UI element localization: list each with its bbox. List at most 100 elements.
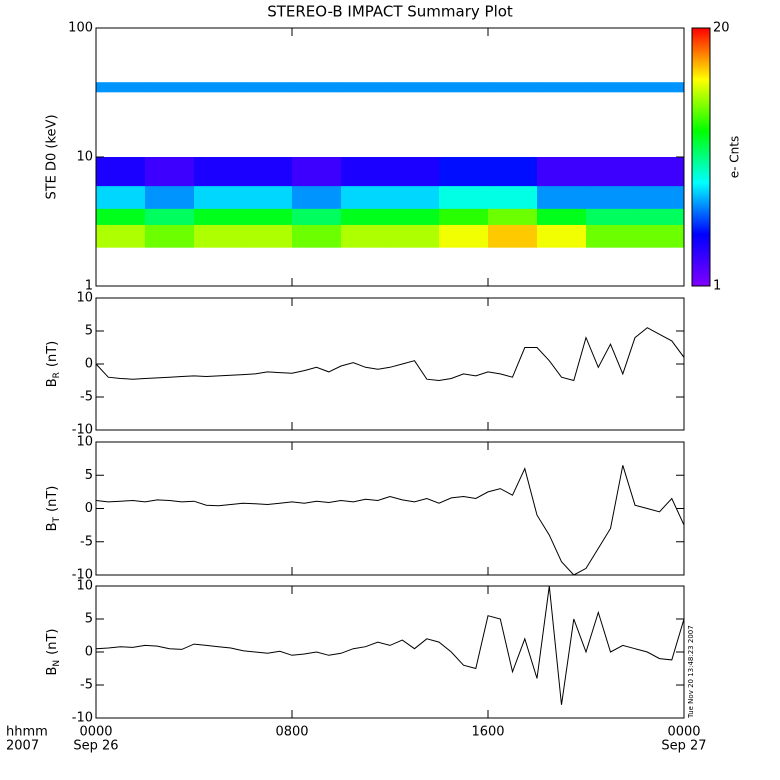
y-tick-label: 5 bbox=[85, 612, 93, 627]
y-axis-label-main: B bbox=[45, 667, 60, 676]
heatmap-cell bbox=[586, 185, 636, 209]
y-tick-label: -10 bbox=[72, 711, 93, 726]
y-tick-label: -10 bbox=[72, 423, 93, 438]
x-tick-date: Sep 27 bbox=[661, 739, 706, 754]
x-tick-date: Sep 26 bbox=[73, 739, 118, 754]
y-axis-label: BN (nT) bbox=[45, 629, 62, 676]
heatmap-cell bbox=[292, 224, 342, 248]
heatmap-cell bbox=[96, 157, 146, 187]
y-axis-label: BR (nT) bbox=[45, 341, 62, 388]
heatmap-cell bbox=[341, 82, 391, 93]
y-axis-label-main: B bbox=[45, 378, 60, 387]
y-tick-label: 0 bbox=[85, 501, 93, 516]
heatmap-cell bbox=[439, 185, 489, 209]
heatmap-cell bbox=[488, 157, 538, 187]
heatmap-cell bbox=[488, 224, 538, 248]
y-axis-label: STE D0 (keV) bbox=[45, 114, 60, 199]
panel-frame bbox=[95, 585, 685, 719]
heatmap-cell bbox=[390, 82, 440, 93]
heatmap-cell bbox=[292, 157, 342, 187]
heatmap-cell bbox=[439, 208, 489, 225]
heatmap-cell bbox=[194, 224, 244, 248]
y-tick-label: -5 bbox=[80, 390, 93, 405]
heatmap-cell bbox=[488, 82, 538, 93]
heatmap-cell bbox=[586, 82, 636, 93]
heatmap-cell bbox=[635, 208, 685, 225]
x-tick-label: 0800 bbox=[275, 725, 308, 740]
y-axis-label-unit: (nT) bbox=[45, 486, 60, 512]
heatmap-cell bbox=[537, 157, 587, 187]
heatmap-cell bbox=[439, 82, 489, 93]
heatmap-cell bbox=[145, 157, 195, 187]
heatmap-cell bbox=[145, 224, 195, 248]
heatmap-cell bbox=[292, 208, 342, 225]
y-axis-label: BT (nT) bbox=[45, 486, 62, 532]
heatmap-cell bbox=[145, 185, 195, 209]
y-axis-label-main: B bbox=[45, 522, 60, 531]
timestamp: Tue Nov 20 13:48:23 2007 bbox=[687, 625, 695, 719]
heatmap-cell bbox=[96, 185, 146, 209]
heatmap-cell bbox=[194, 208, 244, 225]
heatmap-cell bbox=[488, 185, 538, 209]
heatmap-cell bbox=[96, 82, 146, 93]
x-tick-label: 1600 bbox=[471, 725, 504, 740]
heatmap-cell bbox=[194, 185, 244, 209]
heatmap-cell bbox=[341, 185, 391, 209]
y-axis-label-sub: R bbox=[52, 372, 62, 378]
y-tick-label: 0 bbox=[85, 645, 93, 660]
line bbox=[96, 327, 684, 382]
heatmap-cell bbox=[243, 208, 293, 225]
heatmap-cell bbox=[341, 224, 391, 248]
x-tick-label: 0000 bbox=[79, 725, 112, 740]
heatmap-cell bbox=[243, 185, 293, 209]
y-axis-label-sub: T bbox=[52, 516, 62, 523]
heatmap-cell bbox=[390, 157, 440, 187]
heatmap-cell bbox=[586, 208, 636, 225]
y-tick-label: 10 bbox=[76, 150, 93, 165]
chart-title: STEREO-B IMPACT Summary Plot bbox=[267, 3, 513, 21]
x-tick-label: 0000 bbox=[667, 725, 700, 740]
heatmap-cell bbox=[145, 82, 195, 93]
y-tick-label: -5 bbox=[80, 678, 93, 693]
colorbar-tick-label: 1 bbox=[713, 279, 721, 294]
heatmap-cell bbox=[292, 185, 342, 209]
y-tick-label: 1 bbox=[85, 279, 93, 294]
y-tick-label: 10 bbox=[76, 435, 93, 450]
heatmap-cell bbox=[586, 157, 636, 187]
heatmap-cell bbox=[488, 208, 538, 225]
heatmap-cell bbox=[537, 82, 587, 93]
colorbar bbox=[691, 27, 711, 287]
y-axis-label-sub: N bbox=[52, 660, 62, 667]
y-tick-label: -10 bbox=[72, 568, 93, 583]
heatmap-cell bbox=[341, 208, 391, 225]
panel-frame bbox=[95, 297, 685, 431]
heatmap-cell bbox=[145, 208, 195, 225]
heatmap-cell bbox=[537, 224, 587, 248]
heatmap-cell bbox=[439, 157, 489, 187]
heatmap-cell bbox=[96, 224, 146, 248]
colorbar-tick-label: 20 bbox=[713, 21, 730, 36]
y-axis-label-unit: (nT) bbox=[45, 341, 60, 367]
heatmap-cell bbox=[635, 157, 685, 187]
line bbox=[96, 465, 684, 575]
axis-caption: hhmm bbox=[6, 725, 48, 740]
panel-frame bbox=[95, 441, 685, 576]
colorbar-label: e- Cnts bbox=[728, 136, 742, 178]
heatmap-cell bbox=[635, 185, 685, 209]
axis-caption: 2007 bbox=[6, 739, 39, 754]
heatmap-cell bbox=[194, 157, 244, 187]
y-tick-label: -5 bbox=[80, 534, 93, 549]
heatmap-cell bbox=[194, 82, 244, 93]
y-tick-label: 100 bbox=[68, 21, 93, 36]
heatmap-cell bbox=[243, 82, 293, 93]
y-tick-label: 0 bbox=[85, 357, 93, 372]
y-tick-label: 10 bbox=[76, 291, 93, 306]
heatmap-cell bbox=[96, 208, 146, 225]
heatmap-cell bbox=[635, 82, 685, 93]
heatmap-cell bbox=[586, 224, 636, 248]
heatmap-cell bbox=[635, 224, 685, 248]
y-tick-label: 5 bbox=[85, 468, 93, 483]
heatmap-cell bbox=[390, 208, 440, 225]
heatmap-cell bbox=[292, 82, 342, 93]
